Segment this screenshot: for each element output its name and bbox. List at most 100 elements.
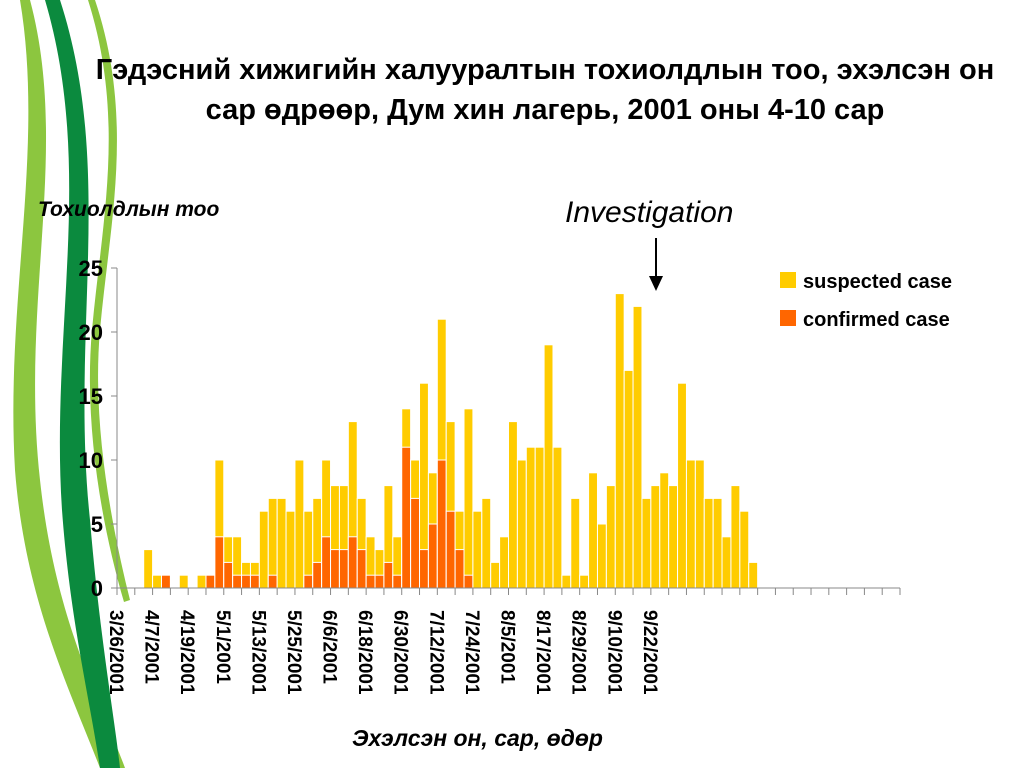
legend-swatch-1: [780, 310, 796, 326]
y-tick-label-2: 10: [79, 448, 103, 473]
bar-suspected-44: [508, 421, 518, 589]
x-tick-label-14: 9/10/2001: [603, 610, 624, 695]
bar-confirmed-28: [365, 574, 376, 589]
bar-suspected-58: [632, 305, 643, 589]
bar-suspected-18: [276, 497, 287, 589]
bar-confirmed-22: [312, 561, 323, 589]
bar-confirmed-26: [347, 536, 358, 589]
x-tick-label-15: 9/22/2001: [639, 610, 660, 695]
x-tick-label-10: 7/24/2001: [461, 610, 482, 695]
bar-suspected-61: [659, 472, 670, 589]
bar-suspected-47: [534, 446, 545, 589]
bar-suspected-17: [267, 497, 278, 589]
green-swoosh-thin: [88, 0, 130, 602]
bar-confirmed-39: [463, 574, 474, 589]
bar-confirmed-29: [374, 574, 385, 589]
bar-confirmed-36: [436, 459, 447, 589]
x-tick-label-5: 5/25/2001: [283, 610, 304, 695]
bar-confirmed-24: [330, 549, 340, 589]
bar-suspected-59: [641, 497, 652, 589]
green-swoosh-dark: [45, 0, 120, 768]
x-tick-label-8: 6/30/2001: [390, 610, 411, 695]
bar-confirmed-13: [232, 574, 243, 589]
bar-suspected-54: [596, 523, 607, 589]
bar-suspected-62: [668, 485, 679, 589]
y-tick-label-1: 5: [91, 512, 103, 537]
bar-suspected-49: [552, 446, 563, 589]
green-swoosh-light: [13, 0, 125, 768]
bar-suspected-69: [730, 485, 741, 589]
bar-suspected-19: [285, 510, 296, 589]
bar-confirmed-17: [267, 574, 278, 589]
bar-suspected-41: [481, 497, 492, 589]
bar-suspected-53: [588, 472, 598, 589]
bar-layer: [143, 293, 759, 589]
bar-suspected-64: [685, 459, 696, 589]
legend-label-0: suspected case: [803, 271, 952, 293]
x-tick-label-0: 3/26/2001: [105, 610, 126, 695]
bar-confirmed-38: [454, 549, 465, 589]
x-tick-label-4: 5/13/2001: [247, 610, 268, 695]
y-axis-label: Тохиолдлын тоо: [38, 198, 220, 221]
bar-confirmed-12: [223, 561, 234, 589]
y-tick-label-5: 25: [79, 256, 103, 281]
x-tick-label-7: 6/18/2001: [354, 610, 375, 695]
bar-suspected-39: [463, 408, 474, 589]
bar-suspected-50: [561, 574, 572, 589]
bar-suspected-3: [143, 549, 154, 589]
bar-suspected-42: [490, 561, 501, 589]
y-tick-label-3: 15: [79, 384, 103, 409]
bar-suspected-60: [650, 485, 661, 589]
y-tick-label-0: 0: [91, 576, 103, 601]
bar-suspected-68: [721, 536, 732, 589]
bar-suspected-56: [614, 293, 625, 589]
slide-title: Гэдэсний хижигийн халууралтын тохиолдлын…: [95, 54, 995, 126]
y-tick-label-4: 20: [79, 320, 103, 345]
bar-confirmed-35: [427, 523, 438, 589]
bar-confirmed-33: [410, 497, 421, 589]
x-tick-label-1: 4/7/2001: [141, 610, 162, 684]
bar-confirmed-31: [392, 574, 403, 589]
bar-suspected-52: [579, 574, 590, 589]
x-tick-label-11: 8/5/2001: [497, 610, 518, 684]
x-tick-label-2: 4/19/2001: [176, 610, 197, 695]
axes-layer: 0 5 10 15 20 25 3/26/2001 4/7/2001 4/19/2001 5/1/…: [79, 238, 901, 695]
investigation-arrow-head: [649, 276, 663, 291]
bar-confirmed-10: [205, 574, 216, 589]
bar-suspected-57: [623, 369, 634, 589]
bar-suspected-48: [543, 344, 554, 589]
bar-confirmed-15: [249, 574, 260, 589]
bar-suspected-43: [499, 536, 509, 589]
bar-confirmed-32: [401, 446, 412, 589]
x-tick-label-13: 8/29/2001: [568, 610, 589, 695]
bar-suspected-45: [516, 459, 527, 589]
bar-confirmed-23: [321, 536, 332, 589]
bar-confirmed-25: [338, 549, 349, 589]
bar-suspected-51: [570, 497, 581, 589]
bar-suspected-63: [677, 382, 687, 589]
legend-swatch-0: [780, 272, 796, 288]
x-axis-label: Эхэлсэн он, сар, өдөр: [352, 725, 603, 751]
bar-confirmed-14: [241, 574, 251, 589]
bar-suspected-67: [712, 497, 723, 589]
bar-suspected-40: [472, 510, 483, 589]
bar-confirmed-37: [445, 510, 456, 589]
bar-suspected-7: [178, 574, 189, 589]
bar-suspected-65: [694, 459, 705, 589]
legend-label-1: confirmed case: [803, 309, 950, 331]
chart-legend: suspected case confirmed case: [780, 271, 952, 331]
bar-suspected-46: [525, 446, 536, 589]
bar-confirmed-11: [214, 536, 225, 589]
x-tick-label-12: 8/17/2001: [532, 610, 553, 695]
x-tick-label-3: 5/1/2001: [212, 610, 233, 684]
bar-suspected-20: [294, 459, 305, 589]
bar-suspected-70: [739, 510, 750, 589]
bar-suspected-71: [748, 561, 759, 589]
bar-confirmed-30: [383, 561, 394, 589]
bar-suspected-66: [703, 497, 714, 589]
bar-confirmed-34: [419, 549, 429, 589]
bar-confirmed-27: [356, 549, 367, 589]
investigation-annotation: Investigation: [565, 196, 734, 229]
